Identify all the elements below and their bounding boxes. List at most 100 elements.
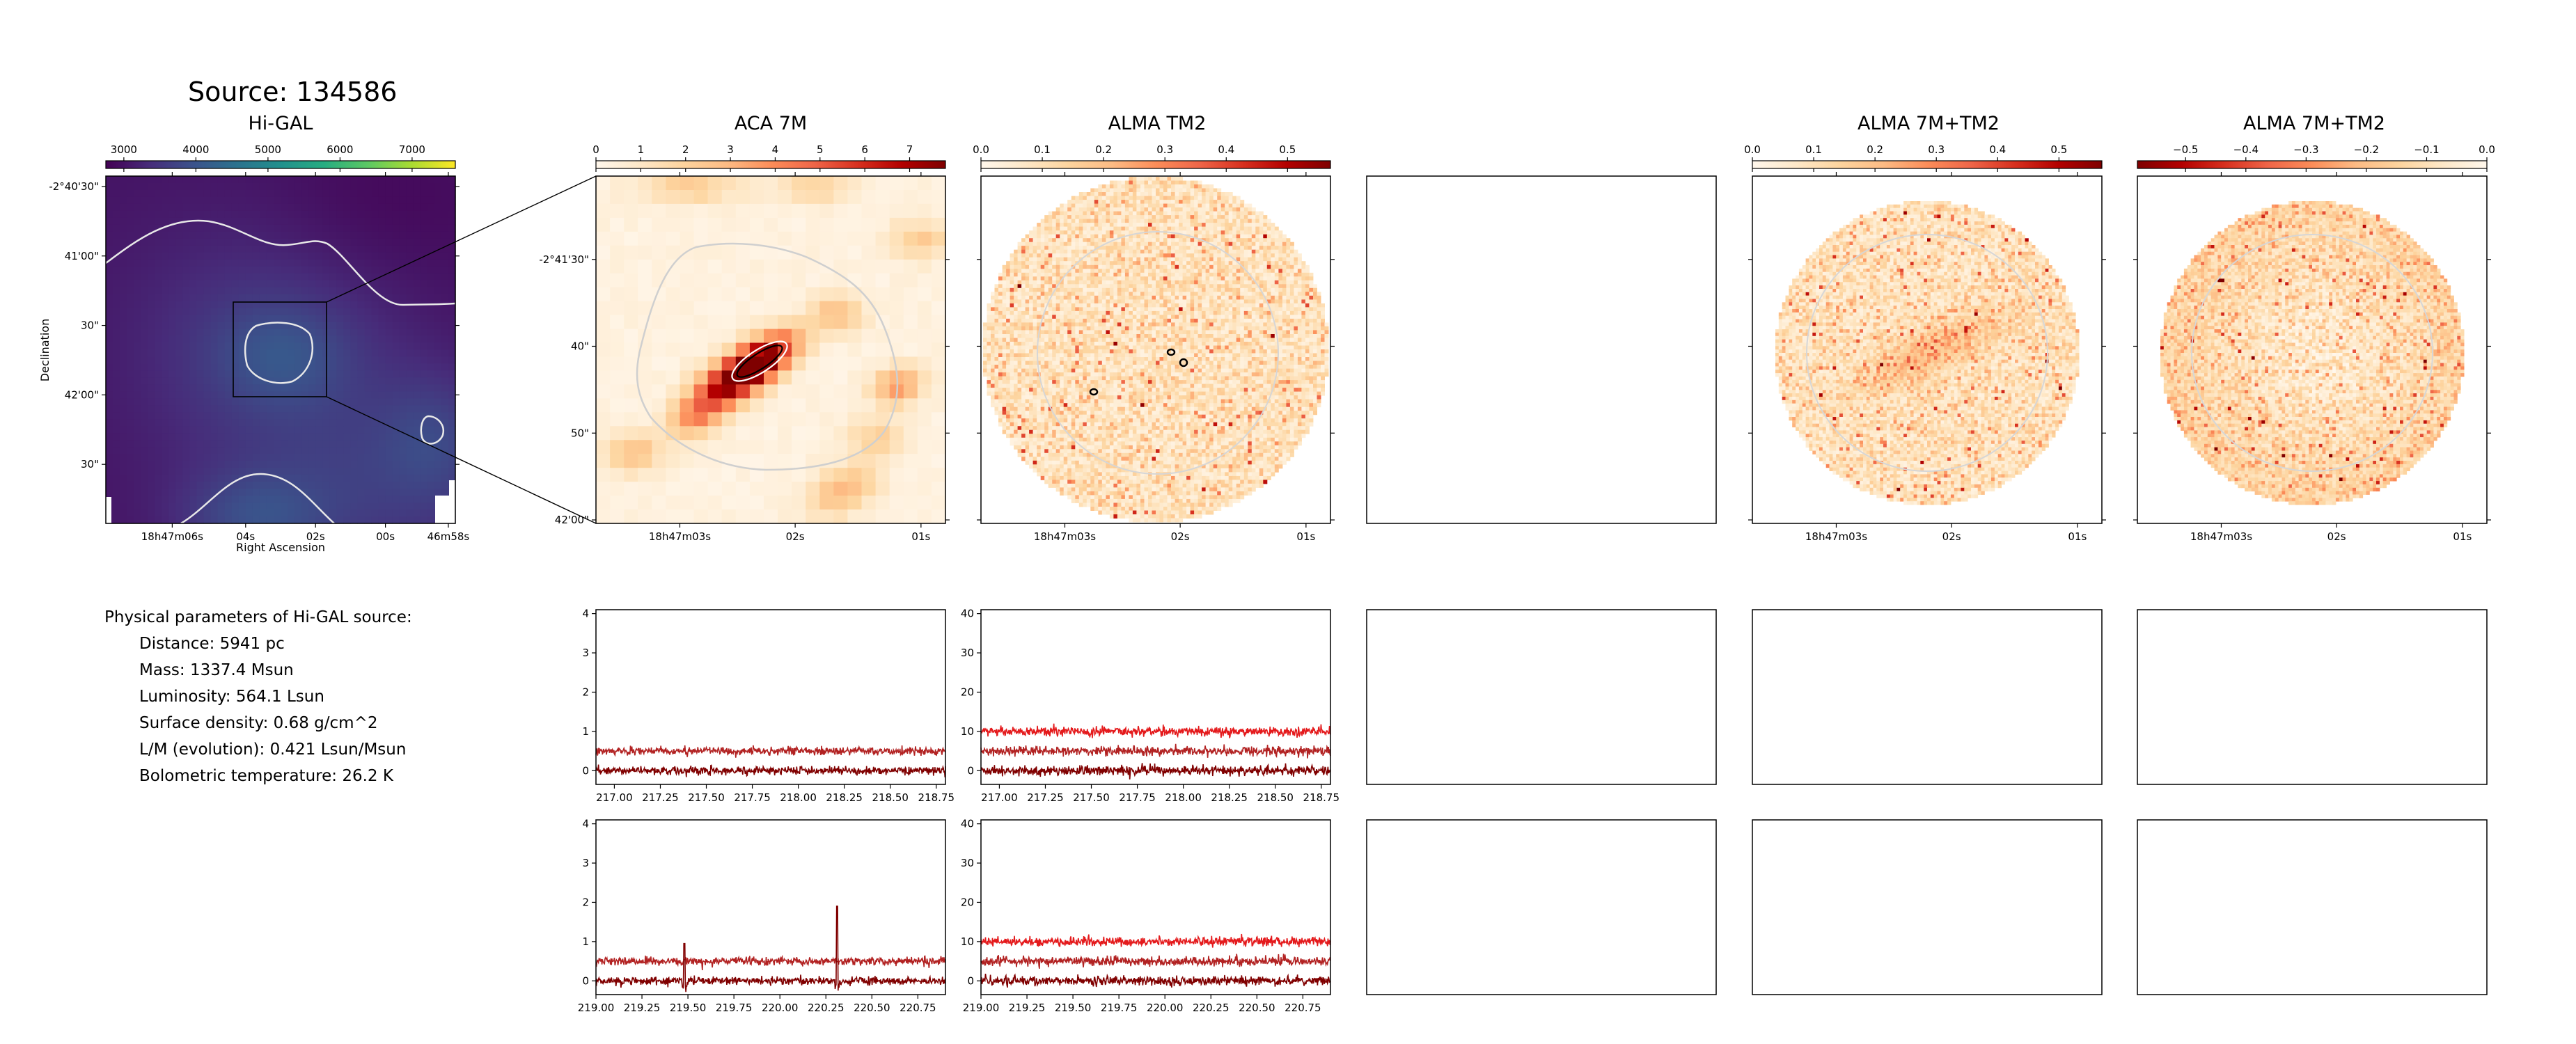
map-pixel — [1067, 246, 1072, 251]
aca7m-pixel — [693, 273, 709, 288]
aca7m-pixel — [819, 329, 834, 344]
higal-pixel — [413, 349, 421, 358]
higal-pixel — [141, 176, 148, 184]
higal-pixel — [399, 176, 407, 184]
higal-pixel — [385, 273, 393, 281]
map-pixel — [1271, 249, 1275, 254]
map-pixel — [1228, 215, 1233, 220]
map-pixel — [1075, 276, 1080, 281]
higal-pixel — [378, 224, 386, 232]
higal-pixel — [392, 440, 400, 448]
higal-pixel — [120, 454, 127, 461]
map-pixel — [1136, 238, 1141, 243]
higal-pixel — [252, 217, 260, 226]
higal-pixel — [168, 280, 176, 288]
higal-pixel — [350, 461, 358, 468]
higal-pixel — [224, 419, 233, 427]
higal-pixel — [350, 503, 358, 510]
higal-pixel — [281, 231, 288, 239]
aca7m-pixel — [792, 356, 806, 372]
higal-pixel — [301, 196, 309, 205]
aca7m-pixel — [638, 301, 652, 316]
higal-pixel — [427, 489, 435, 496]
map-pixel — [1209, 249, 1214, 254]
map-pixel — [1159, 207, 1164, 212]
higal-pixel — [168, 461, 176, 468]
map-pixel — [1109, 280, 1114, 285]
higal-pixel — [371, 224, 379, 232]
map-pixel — [1225, 257, 1230, 262]
higal-pixel — [120, 496, 127, 503]
higal-pixel — [224, 322, 233, 330]
map-pixel — [1228, 192, 1233, 196]
higal-pixel — [168, 329, 176, 337]
map-pixel — [1132, 242, 1137, 246]
higal-pixel — [357, 224, 365, 232]
aca7m-pixel — [693, 356, 709, 372]
higal-pixel — [245, 496, 253, 503]
higal-pixel — [281, 468, 288, 475]
higal-pixel — [281, 482, 288, 489]
map-pixel — [1186, 226, 1191, 231]
higal-pixel — [196, 440, 205, 448]
higal-pixel — [217, 217, 226, 226]
map-pixel — [1163, 223, 1168, 228]
map-pixel — [1228, 200, 1233, 205]
higal-pixel — [448, 266, 456, 274]
map-pixel — [1271, 272, 1275, 277]
higal-pixel — [210, 266, 219, 274]
map-pixel — [1156, 257, 1160, 262]
map-pixel — [1029, 257, 1034, 262]
higal-pixel — [168, 183, 176, 191]
map-pixel — [1266, 269, 1271, 274]
map-pixel — [1090, 215, 1095, 220]
aca7m-pixel — [610, 190, 625, 205]
higal-pixel — [134, 342, 141, 351]
higal-pixel — [322, 489, 330, 496]
higal-pixel — [371, 391, 379, 399]
map-pixel — [1106, 215, 1110, 220]
higal-pixel — [434, 217, 442, 226]
higal-pixel — [196, 496, 205, 503]
map-pixel — [1209, 226, 1214, 231]
map-pixel — [1078, 192, 1083, 196]
map-pixel — [1040, 226, 1045, 231]
aca7m-pixel — [792, 509, 806, 524]
higal-pixel — [281, 496, 288, 503]
map-pixel — [1286, 257, 1291, 262]
map-pixel — [1220, 253, 1225, 258]
higal-pixel — [434, 405, 442, 413]
higal-pixel — [148, 217, 155, 226]
map-pixel — [1124, 215, 1129, 220]
aca7m-pixel — [778, 217, 792, 232]
aca7m-pixel — [596, 259, 611, 274]
higal-pixel — [357, 245, 365, 253]
higal-pixel — [441, 426, 449, 434]
higal-pixel — [189, 315, 198, 323]
higal-pixel — [378, 203, 386, 212]
higal-pixel — [371, 210, 379, 219]
higal-pixel — [364, 294, 372, 302]
higal-pixel — [182, 266, 190, 274]
map-pixel — [1179, 177, 1184, 181]
map-pixel — [1117, 257, 1122, 262]
higal-pixel — [294, 412, 302, 420]
higal-pixel — [252, 475, 260, 482]
map-pixel — [1152, 253, 1156, 258]
map-pixel — [1078, 223, 1083, 228]
map-pixel — [1309, 272, 1314, 277]
panel-title-aca7m: ACA 7M — [735, 113, 807, 134]
higal-pixel — [294, 210, 302, 219]
map-pixel — [1017, 276, 1022, 281]
higal-pixel — [175, 294, 183, 302]
map-pixel — [1098, 253, 1103, 258]
higal-pixel — [288, 308, 295, 316]
higal-pixel — [162, 426, 169, 434]
map-pixel — [1175, 215, 1179, 220]
higal-pixel — [336, 433, 344, 441]
map-pixel — [1101, 223, 1106, 228]
higal-pixel — [413, 475, 421, 482]
higal-pixel — [441, 475, 449, 482]
map-pixel — [1179, 246, 1184, 251]
higal-pixel — [259, 280, 267, 288]
